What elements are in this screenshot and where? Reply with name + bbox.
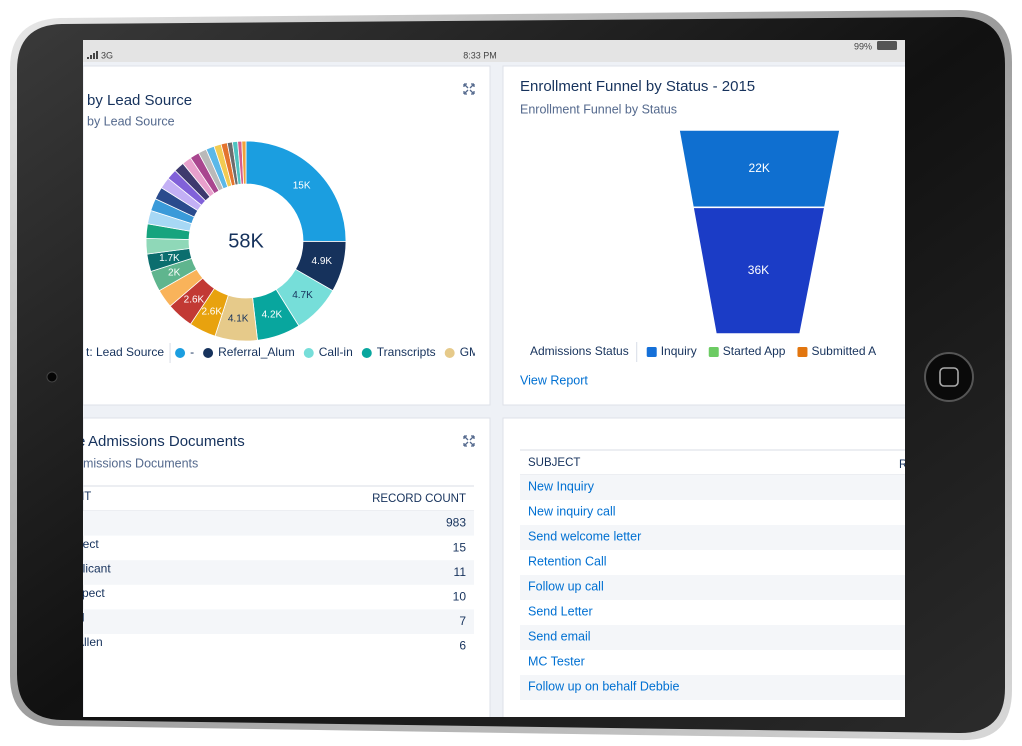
cell: plicant <box>76 561 111 575</box>
data-label: 2.6K <box>201 306 222 317</box>
task-link[interactable]: Follow up on behalf Debbie <box>528 679 680 693</box>
expand-icon[interactable] <box>463 83 475 95</box>
data-label: 36K <box>748 263 769 277</box>
camera <box>46 371 58 383</box>
legend-swatch <box>444 348 455 358</box>
legend-title: t: Lead Source <box>86 345 164 359</box>
legend: Admissions Status Inquiry Started App Submi… <box>530 342 876 362</box>
charts: 15K 4.9K 4.7K 4.2K 4.1K 2.6K2.6K 2K 1.7K 58K t: L… <box>76 129 907 700</box>
row-bg <box>520 475 905 500</box>
legend-label: Started App <box>723 344 786 358</box>
legend-swatch <box>708 347 719 357</box>
cell: 15 <box>453 540 467 554</box>
column-header: R <box>899 459 907 471</box>
panel-subtitle: dmissions Documents <box>76 456 198 470</box>
cell: 983 <box>446 516 466 530</box>
task-link[interactable]: New inquiry call <box>528 504 616 518</box>
task-link[interactable]: Send welcome letter <box>528 529 641 543</box>
battery-text: 99% <box>854 41 872 51</box>
clock: 8:33 PM <box>463 50 497 60</box>
legend-swatch <box>646 347 657 357</box>
home-icon <box>939 367 959 387</box>
column-header: RECORD COUNT <box>372 493 466 505</box>
row-bg <box>520 525 905 550</box>
funnel: 22K 36K <box>678 129 841 335</box>
panel-subtitle: by Lead Source <box>87 114 175 128</box>
legend-swatch <box>303 348 314 358</box>
legend-label: Call-in <box>319 345 353 359</box>
cell: 7 <box>459 614 466 628</box>
task-link[interactable]: Send email <box>528 629 591 643</box>
task-link[interactable]: Follow up call <box>528 579 604 593</box>
legend-swatch <box>175 348 186 358</box>
legend-swatch <box>361 348 372 358</box>
task-link[interactable]: MC Tester <box>528 654 585 668</box>
legend-label: - <box>190 345 194 359</box>
cell: pect <box>76 537 99 551</box>
task-link[interactable]: Retention Call <box>528 554 607 568</box>
row-bg <box>83 560 474 585</box>
column-header: NT <box>76 491 91 503</box>
data-label: 15K <box>293 180 311 191</box>
cell: spect <box>76 586 105 600</box>
panel-title: Enrollment Funnel by Status - 2015 <box>520 78 755 95</box>
data-label: 2.6K <box>184 294 205 305</box>
panel-title: by Lead Source <box>87 92 192 109</box>
row-bg <box>520 575 905 600</box>
row-bg <box>520 675 905 700</box>
panel-title-prefix: e <box>77 433 85 450</box>
network: 3G <box>101 50 113 60</box>
data-label: 4.1K <box>228 314 249 325</box>
screen: 3G 8:33 PM 99% by Lead Source by Lead So… <box>76 40 907 717</box>
funnel-segment <box>692 206 826 335</box>
data-label: 4.2K <box>262 310 283 321</box>
row-bg <box>520 625 905 650</box>
panel-title: Admissions Documents <box>88 433 245 450</box>
data-label: 4.7K <box>292 290 313 301</box>
legend-swatch <box>203 348 214 358</box>
cell: 6 <box>459 639 466 653</box>
home-button[interactable] <box>924 352 974 402</box>
legend-label: Transcripts <box>377 345 436 359</box>
legend-title: Admissions Status <box>530 344 629 358</box>
legend-swatch <box>797 347 808 357</box>
legend-label: Referral_Alum <box>218 345 295 359</box>
donut-total: 58K <box>228 230 264 252</box>
row-bg <box>83 609 474 634</box>
legend-label: Inquiry <box>661 344 697 358</box>
cell: Allen <box>76 635 103 649</box>
legend-label: Submitted A <box>811 344 876 358</box>
expand-icon[interactable] <box>463 435 475 447</box>
data-label: 4.9K <box>312 256 333 267</box>
donut-segment <box>241 140 247 185</box>
battery-icon <box>877 41 897 50</box>
task-link[interactable]: New Inquiry <box>528 479 595 493</box>
row-bg <box>83 511 474 536</box>
data-label: 1.7K <box>159 253 180 264</box>
signal-bars <box>87 51 98 59</box>
cell: N <box>76 611 85 625</box>
cell: 11 <box>454 565 467 579</box>
legend-label: GM <box>460 345 479 359</box>
task-link[interactable]: Send Letter <box>528 604 593 618</box>
status-bar <box>83 40 905 62</box>
data-label: 22K <box>749 161 770 175</box>
panel-subtitle: Enrollment Funnel by Status <box>520 102 677 116</box>
column-header: SUBJECT <box>528 457 580 469</box>
panel-tasks <box>502 417 905 717</box>
view-report-link[interactable]: View Report <box>520 373 588 387</box>
cell: 10 <box>453 589 467 603</box>
legend: t: Lead Source - Referral_Alum Call-in Trans… <box>86 343 479 363</box>
data-label: 2K <box>168 267 181 278</box>
donut: 15K 4.9K 4.7K 4.2K 4.1K 2.6K2.6K 2K 1.7K 58K <box>145 140 347 342</box>
